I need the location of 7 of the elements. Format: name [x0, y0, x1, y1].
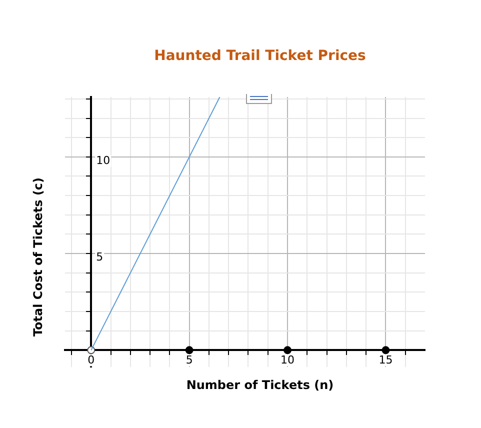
x-tick-label: 10 — [280, 354, 295, 367]
x-tick-label: 0 — [88, 354, 95, 367]
x-axis-title: Number of Tickets (n) — [185, 378, 335, 392]
y-axis-title: Total Cost of Tickets (c) — [31, 176, 45, 339]
x-tick-label: 15 — [378, 354, 393, 367]
x-tick-label: 5 — [186, 354, 193, 367]
chart-title: Haunted Trail Ticket Prices — [153, 48, 367, 64]
